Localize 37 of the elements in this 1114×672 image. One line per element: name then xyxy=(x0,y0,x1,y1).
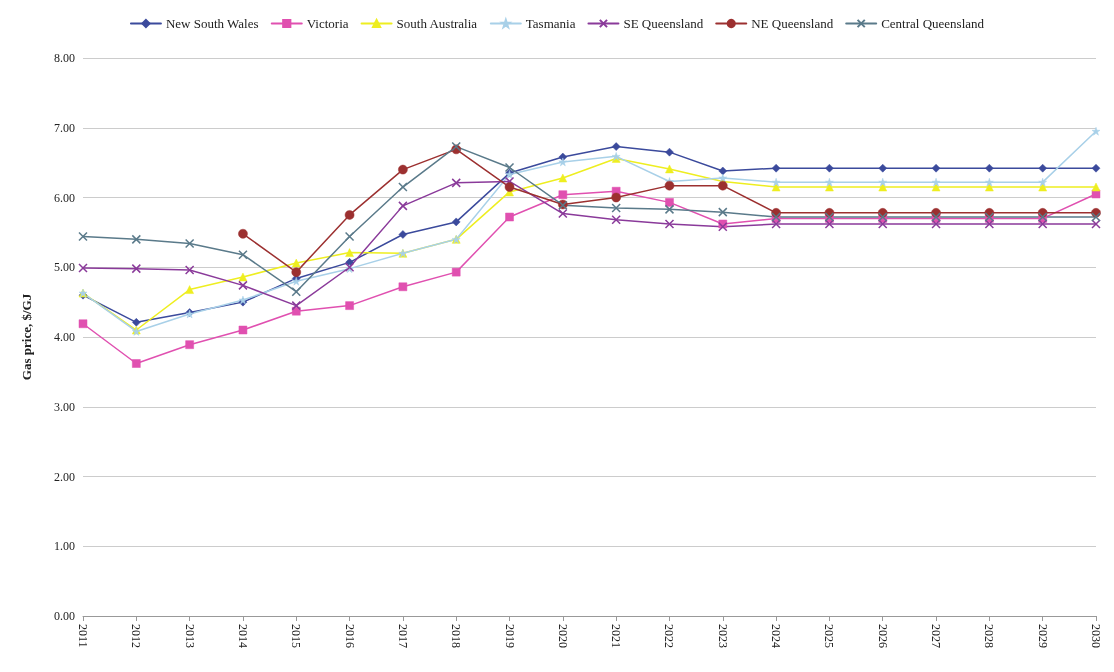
y-tick-label: 1.00 xyxy=(54,539,75,554)
y-tick-label: 2.00 xyxy=(54,469,75,484)
y-tick-label: 7.00 xyxy=(54,120,75,135)
x-tick-label: 2015 xyxy=(289,624,304,648)
x-tick-label: 2021 xyxy=(609,624,624,648)
legend-label: Tasmania xyxy=(525,16,576,31)
x-tick-label: 2011 xyxy=(76,624,90,648)
y-tick-label: 3.00 xyxy=(54,399,75,414)
x-tick-label: 2014 xyxy=(235,624,250,648)
legend-label: South Australia xyxy=(396,16,478,31)
x-tick-label: 2026 xyxy=(875,624,890,648)
y-tick-label: 0.00 xyxy=(54,609,75,623)
x-tick-label: 2019 xyxy=(502,624,517,648)
y-tick-label: 4.00 xyxy=(54,330,75,344)
x-tick-label: 2013 xyxy=(182,624,197,648)
x-tick-label: 2025 xyxy=(822,624,837,648)
x-tick-label: 2017 xyxy=(395,624,410,648)
legend-label: Victoria xyxy=(306,16,349,31)
x-tick-label: 2018 xyxy=(449,624,464,648)
y-axis-title: Gas price, $/GJ xyxy=(19,293,34,381)
x-tick-label: 2023 xyxy=(715,624,730,648)
x-tick-label: 2028 xyxy=(982,624,997,648)
legend-label: SE Queensland xyxy=(623,16,704,31)
x-tick-label: 2022 xyxy=(662,624,677,648)
y-tick-label: 8.00 xyxy=(54,51,75,65)
x-tick-label: 2030 xyxy=(1089,624,1103,648)
legend-label: New South Wales xyxy=(165,16,259,31)
x-tick-label: 2024 xyxy=(769,624,784,648)
legend-label: Central Queensland xyxy=(881,16,985,31)
legend-label: NE Queensland xyxy=(751,16,834,31)
y-tick-label: 6.00 xyxy=(54,190,75,205)
x-tick-label: 2027 xyxy=(929,624,944,648)
y-tick-label: 5.00 xyxy=(54,260,75,275)
x-tick-label: 2029 xyxy=(1035,624,1050,648)
x-tick-label: 2020 xyxy=(555,624,570,648)
x-tick-label: 2016 xyxy=(342,624,357,648)
x-tick-label: 2012 xyxy=(129,624,144,648)
